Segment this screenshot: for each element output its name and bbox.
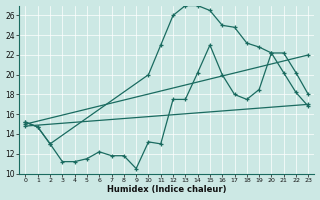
X-axis label: Humidex (Indice chaleur): Humidex (Indice chaleur) <box>107 185 227 194</box>
